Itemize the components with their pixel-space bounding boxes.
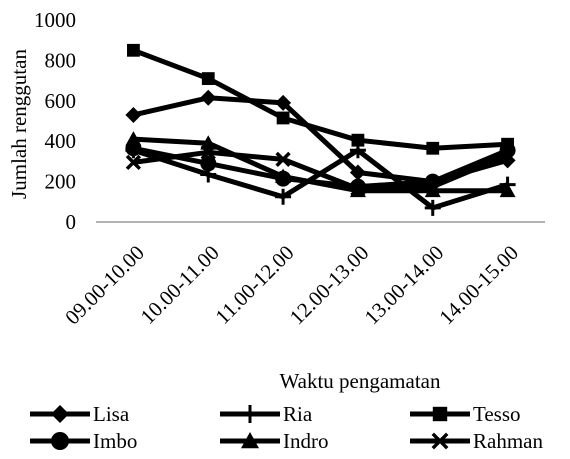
legend-item-ria: Ria — [220, 402, 313, 426]
series-markers — [125, 43, 516, 216]
legend-marker-imbo — [51, 432, 69, 450]
legend-item-indro: Indro — [220, 429, 329, 453]
data-point-rahman — [125, 154, 142, 171]
legend-marker-indro — [241, 432, 259, 449]
data-point-ria — [275, 188, 292, 205]
legend-label: Rahman — [473, 429, 543, 453]
x-axis-ticks: 09.00-10.0010.00-11.0011.00-12.0012.00-1… — [60, 241, 523, 330]
y-axis-title: Jumlah renggutan — [7, 49, 31, 199]
data-point-lisa — [125, 106, 142, 123]
data-point-rahman — [425, 179, 441, 195]
legend-label: Imbo — [93, 429, 137, 453]
data-point-indro — [499, 182, 516, 198]
legend-marker-rahman — [431, 432, 449, 450]
legend-item-rahman: Rahman — [410, 429, 543, 453]
x-tick-label: 11.00-12.00 — [210, 241, 298, 329]
data-point-tesso — [276, 111, 290, 125]
legend-marker-tesso — [432, 406, 448, 422]
series-line-indro — [133, 136, 508, 194]
data-point-tesso — [426, 141, 440, 155]
legend-marker-ria — [241, 405, 259, 423]
y-tick-label: 400 — [45, 129, 77, 153]
x-tick-label: 14.00-15.00 — [434, 241, 523, 330]
legend-label: Tesso — [473, 402, 521, 426]
x-tick-label: 09.00-10.00 — [60, 241, 149, 330]
legend-label: Indro — [283, 429, 329, 453]
data-point-ria — [424, 199, 441, 216]
data-point-tesso — [127, 43, 140, 57]
data-point-rahman — [275, 151, 291, 168]
legend-label: Lisa — [93, 402, 130, 426]
legend-marker-lisa — [51, 405, 69, 423]
series-line-rahman — [133, 149, 509, 192]
data-point-indro — [275, 168, 292, 183]
y-axis-ticks: 0 200 400 600 800 1000 — [34, 8, 76, 234]
y-tick-label: 1000 — [34, 8, 76, 32]
x-axis-title: Waktu pengamatan — [280, 369, 441, 393]
legend-item-tesso: Tesso — [410, 402, 521, 426]
data-point-imbo — [424, 173, 441, 190]
series-lines — [132, 47, 509, 211]
legend: Lisa Ria Tesso Imbo Indro Rahman — [30, 402, 543, 453]
data-point-imbo — [499, 142, 516, 159]
y-tick-label: 0 — [66, 210, 77, 234]
data-point-lisa — [275, 94, 292, 111]
legend-item-imbo: Imbo — [30, 429, 137, 453]
legend-label: Ria — [283, 402, 313, 426]
x-tick-label: 13.00-14.00 — [360, 241, 449, 330]
data-point-rahman — [499, 147, 516, 163]
data-point-rahman — [350, 181, 366, 197]
data-point-imbo — [200, 155, 217, 172]
data-point-indro — [424, 182, 441, 198]
data-point-lisa — [200, 89, 217, 106]
series-line-tesso — [132, 47, 508, 151]
x-tick-label: 12.00-13.00 — [285, 241, 374, 330]
y-tick-label: 200 — [45, 170, 77, 194]
data-point-tesso — [201, 72, 215, 85]
y-tick-label: 800 — [45, 48, 77, 72]
y-tick-label: 600 — [45, 89, 77, 113]
data-point-indro — [125, 131, 142, 146]
data-point-lisa — [349, 164, 366, 181]
legend-item-lisa: Lisa — [30, 402, 130, 426]
data-point-rahman — [200, 144, 216, 160]
data-point-tesso — [351, 133, 365, 147]
x-tick-label: 10.00-11.00 — [136, 241, 224, 329]
